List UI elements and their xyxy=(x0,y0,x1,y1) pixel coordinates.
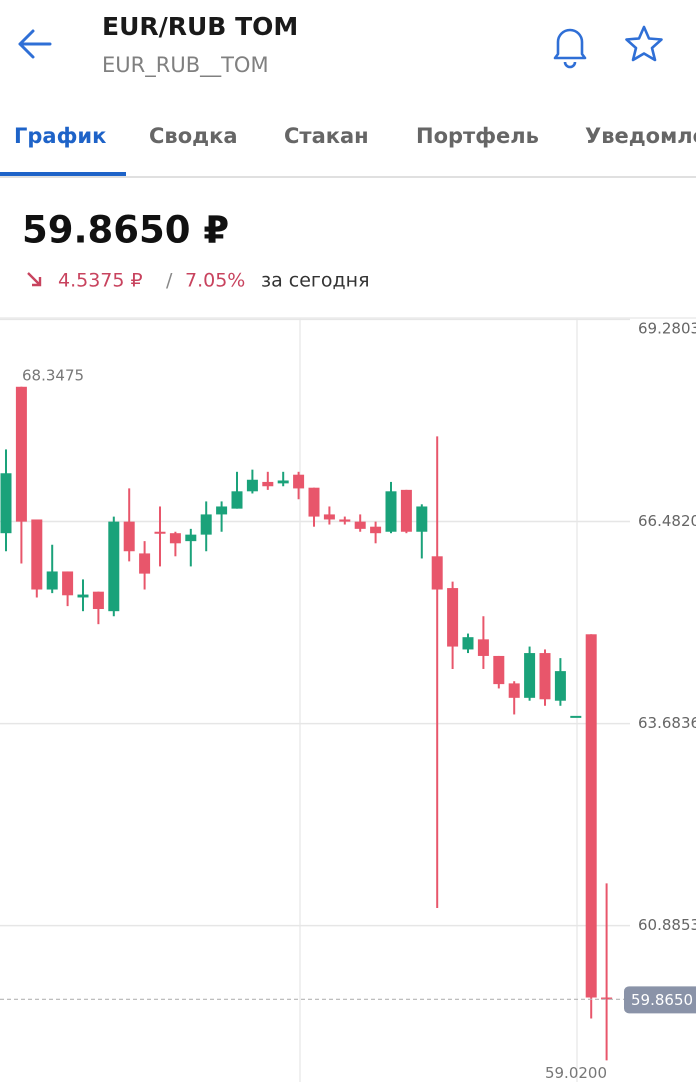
candle-body xyxy=(293,474,305,489)
separator: / xyxy=(166,270,173,292)
price-change-percent: 7.05% xyxy=(185,270,245,292)
back-arrow-icon[interactable] xyxy=(18,29,52,59)
candle-body xyxy=(231,491,243,509)
candle-body xyxy=(139,553,151,574)
last-price-label: 59.8650 xyxy=(631,991,693,1009)
candle-body xyxy=(62,571,74,596)
candle-body xyxy=(431,556,443,590)
candle-body xyxy=(339,519,351,522)
candle-body xyxy=(200,514,212,535)
period-label: за сегодня xyxy=(261,270,370,292)
back-button[interactable] xyxy=(18,29,52,59)
candle-body xyxy=(585,634,597,998)
candle-body xyxy=(92,591,104,610)
tab[interactable]: Стакан xyxy=(284,124,369,148)
candle-body xyxy=(524,653,536,698)
candle-body xyxy=(416,506,428,532)
min-price-label: 59.0200 xyxy=(545,1064,607,1082)
y-tick-label: 60.8853 xyxy=(638,916,696,934)
candle-body xyxy=(108,521,120,612)
tab[interactable]: График xyxy=(14,124,106,148)
candle-body xyxy=(169,533,181,544)
candle-body xyxy=(447,588,459,647)
active-tab-indicator xyxy=(0,172,126,176)
tab[interactable]: Портфель xyxy=(416,124,539,148)
candle-body xyxy=(462,637,474,650)
bell-button[interactable] xyxy=(553,28,587,69)
star-button[interactable] xyxy=(625,25,663,62)
header-subtitle: EUR_RUB__TOM xyxy=(102,53,269,78)
bell-icon[interactable] xyxy=(553,28,587,69)
candle-body xyxy=(323,514,335,520)
candle-body xyxy=(246,479,258,492)
candle-body xyxy=(0,473,12,534)
candle-body xyxy=(385,491,397,532)
candle-body xyxy=(554,671,566,701)
candle-body xyxy=(370,526,382,534)
candle-body xyxy=(277,480,289,484)
tab-bar: График Сводка Стакан Портфель Уведомления xyxy=(14,124,696,148)
candle-body xyxy=(216,506,228,515)
price-change: 4.5375 ₽ xyxy=(58,270,143,292)
candle-body xyxy=(354,521,366,529)
tab[interactable]: Уведомления xyxy=(585,124,696,148)
candle-body xyxy=(46,571,58,590)
star-icon[interactable] xyxy=(625,25,663,62)
candle-body xyxy=(308,487,320,517)
candle-body xyxy=(77,594,89,598)
candle-body xyxy=(185,534,197,542)
candle-body xyxy=(15,386,27,522)
candle-body xyxy=(477,639,489,656)
candle-body xyxy=(262,481,274,487)
candle-body xyxy=(400,489,412,532)
tab[interactable]: Сводка xyxy=(149,124,238,148)
price: 59.8650 ₽ xyxy=(22,209,229,252)
candle-body xyxy=(539,653,551,700)
candle-body xyxy=(31,519,43,590)
candle-body xyxy=(493,655,505,685)
y-tick-label: 63.6836 xyxy=(638,714,696,732)
y-tick-label: 66.4820 xyxy=(638,512,696,530)
candle-body xyxy=(154,531,166,534)
candlestick-chart: 69.2803 66.4820 63.6836 60.8853 68.3475 59.02… xyxy=(0,318,696,1082)
last-price-badge xyxy=(624,986,696,1014)
header-title: EUR/RUB TOM xyxy=(102,12,298,41)
candle-body xyxy=(508,683,520,698)
down-arrow-icon xyxy=(27,272,42,287)
candle-body xyxy=(601,997,613,1000)
candle-body xyxy=(570,715,582,718)
candle-body xyxy=(123,521,135,552)
y-tick-label: 69.2803 xyxy=(638,320,696,338)
max-price-label: 68.3475 xyxy=(22,366,84,384)
